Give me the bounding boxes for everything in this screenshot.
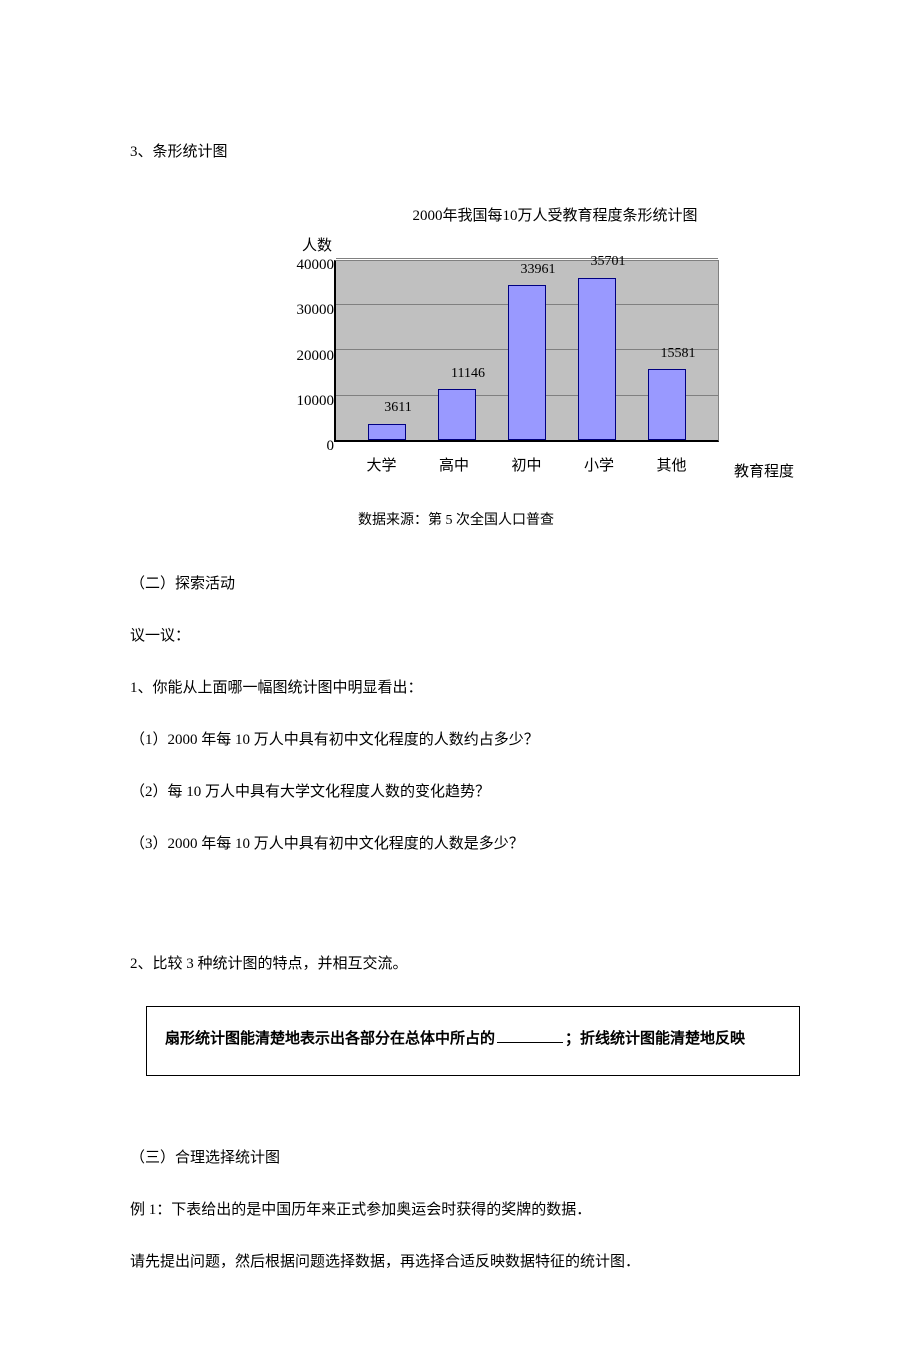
y-tick: 30000: [290, 298, 334, 312]
q1-3: （3）2000 年每 10 万人中具有初中文化程度的人数是多少？: [130, 832, 790, 856]
x-tick: 初中: [502, 454, 552, 478]
x-tick: 其他: [647, 454, 697, 478]
y-tick: 10000: [290, 389, 334, 403]
heading-3-bar-chart: 3、条形统计图: [130, 140, 790, 164]
bar-value-label: 3611: [368, 397, 428, 419]
section-3-title: （三）合理选择统计图: [130, 1146, 790, 1170]
bar-group: 15581: [648, 369, 686, 440]
bar-chart: 2000年我国每10万人受教育程度条形统计图 人数 40000 30000 20…: [290, 204, 770, 532]
q1-1: （1）2000 年每 10 万人中具有初中文化程度的人数约占多少？: [130, 728, 790, 752]
summary-box: 扇形统计图能清楚地表示出各部分在总体中所占的 ；折线统计图能清楚地反映: [146, 1006, 800, 1076]
y-tick: 40000: [290, 253, 334, 267]
bar-value-label: 11146: [438, 363, 498, 385]
bar: [648, 369, 686, 440]
y-axis-label: 人数: [302, 234, 770, 258]
plot-area: 3611 11146 33961 35701 15581: [334, 260, 719, 442]
fill-blank: [497, 1029, 563, 1043]
chart-title: 2000年我国每10万人受教育程度条形统计图: [340, 204, 770, 228]
q2: 2、比较 3 种统计图的特点，并相互交流。: [130, 952, 790, 976]
x-tick: 高中: [429, 454, 479, 478]
example-1-instruction: 请先提出问题，然后根据问题选择数据，再选择合适反映数据特征的统计图．: [130, 1250, 790, 1274]
y-tick: 20000: [290, 344, 334, 358]
discuss-label: 议一议：: [130, 624, 790, 648]
box-text-pre: 扇形统计图能清楚地表示出各部分在总体中所占的: [165, 1031, 495, 1047]
example-1: 例 1：下表给出的是中国历年来正式参加奥运会时获得的奖牌的数据．: [130, 1198, 790, 1222]
y-tick: 0: [290, 434, 334, 448]
bar: [508, 285, 546, 440]
bar: [438, 389, 476, 440]
box-text-post: ；折线统计图能清楚地反映: [565, 1031, 745, 1047]
chart-source-note: 数据来源：第 5 次全国人口普查: [358, 510, 770, 532]
bar: [578, 278, 616, 440]
bar-value-label: 33961: [508, 259, 568, 281]
bar-value-label: 35701: [578, 251, 638, 273]
y-tick-labels: 40000 30000 20000 10000 0: [290, 253, 334, 448]
bar-value-label: 15581: [648, 343, 708, 365]
x-tick: 大学: [357, 454, 407, 478]
bar-group: 3611: [368, 424, 406, 440]
bar: [368, 424, 406, 440]
bar-group: 33961: [508, 285, 546, 440]
x-axis-title: 教育程度: [726, 460, 794, 484]
x-tick-labels: 大学高中初中小学其他: [334, 454, 719, 478]
bar-group: 35701: [578, 278, 616, 440]
q1-2: （2）每 10 万人中具有大学文化程度人数的变化趋势？: [130, 780, 790, 804]
bar-group: 11146: [438, 389, 476, 440]
section-2-title: （二）探索活动: [130, 572, 790, 596]
x-tick: 小学: [574, 454, 624, 478]
q1-intro: 1、你能从上面哪一幅图统计图中明显看出：: [130, 676, 790, 700]
